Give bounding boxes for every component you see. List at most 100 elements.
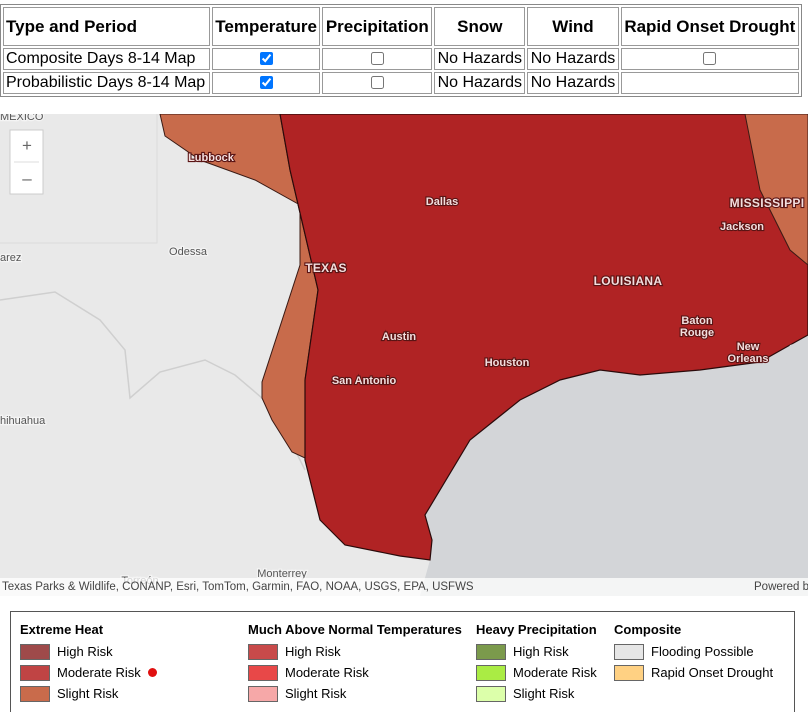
cell xyxy=(620,72,799,94)
legend-label: Flooding Possible xyxy=(651,644,754,659)
moderate-risk-area xyxy=(279,114,808,561)
header-row: Type and Period Temperature Precipitation S… xyxy=(3,7,799,46)
legend-item: Slight Risk xyxy=(248,683,462,704)
indicator-dot xyxy=(147,668,157,677)
map-label: TEXAS xyxy=(305,261,347,275)
legend-label: Moderate Risk xyxy=(285,665,369,680)
legend-item: High Risk xyxy=(248,641,462,662)
legend-swatch xyxy=(20,643,50,660)
legend-label: High Risk xyxy=(513,644,569,659)
cell: Composite Days 8-14 Map xyxy=(3,48,210,70)
cell xyxy=(211,48,321,70)
cell: No Hazards xyxy=(434,48,526,70)
table-row: Probabilistic Days 8-14 Map No Hazards No … xyxy=(3,72,799,94)
map-label: Rouge xyxy=(680,327,714,339)
map-label: Monterrey xyxy=(257,568,307,580)
checkbox[interactable] xyxy=(259,76,273,90)
zoom-out[interactable]: – xyxy=(22,169,32,188)
cell xyxy=(322,48,433,70)
map-label: Austin xyxy=(382,331,417,343)
cell xyxy=(620,48,799,70)
map-label: arez xyxy=(0,252,21,264)
column-header: Wind xyxy=(527,7,619,46)
lake xyxy=(786,340,808,395)
legend-title: Much Above Normal Temperatures xyxy=(248,622,462,637)
legend-swatch xyxy=(20,685,50,702)
map: + – MEXICO Lubbock Dallas MISSISSIPPI Ja… xyxy=(0,114,808,596)
legend-label: Slight Risk xyxy=(57,686,119,701)
map-label: Houston xyxy=(485,357,530,369)
legend-item: Rapid Onset Drought xyxy=(614,662,773,683)
legend-label: Moderate Risk xyxy=(57,665,141,680)
legend-title: Heavy Precipitation xyxy=(476,622,597,637)
powered-by[interactable]: Powered b xyxy=(754,581,808,593)
legend-title: Composite xyxy=(614,622,682,637)
column-header: Type and Period xyxy=(3,7,210,46)
cell: No Hazards xyxy=(527,48,619,70)
cell: No Hazards xyxy=(434,72,526,94)
cell xyxy=(322,72,433,94)
column-header: Precipitation xyxy=(322,7,433,46)
legend-label: High Risk xyxy=(57,644,113,659)
map-label: Orleans xyxy=(728,353,769,365)
legend-label: Moderate Risk xyxy=(513,665,597,680)
legend-swatch xyxy=(476,643,506,660)
legend-swatch xyxy=(248,643,278,660)
map-label: Baton xyxy=(681,315,712,327)
legend: Extreme Heat High Risk Moderate Risk Slight… xyxy=(10,611,795,712)
map-label: hihuahua xyxy=(0,415,46,427)
cell: Probabilistic Days 8-14 Map xyxy=(3,72,210,94)
attribution: Texas Parks & Wildlife, CONANP, Esri, To… xyxy=(2,581,474,593)
legend-swatch xyxy=(20,664,50,681)
legend-swatch xyxy=(476,664,506,681)
legend-group: Extreme Heat High Risk Moderate Risk Slight… xyxy=(20,622,157,704)
legend-item: Moderate Risk xyxy=(476,662,597,683)
legend-group: Composite Flooding Possible Rapid Onset Dr… xyxy=(614,622,773,683)
legend-item: Slight Risk xyxy=(476,683,597,704)
legend-item: Moderate Risk xyxy=(20,662,157,683)
checkbox[interactable] xyxy=(703,52,717,66)
map-label: MEXICO xyxy=(0,114,44,123)
legend-item: High Risk xyxy=(476,641,597,662)
legend-label: High Risk xyxy=(285,644,341,659)
legend-swatch xyxy=(476,685,506,702)
legend-swatch xyxy=(614,643,644,660)
legend-item: Moderate Risk xyxy=(248,662,462,683)
map-label: San Antonio xyxy=(332,375,397,387)
column-header: Snow xyxy=(434,7,526,46)
legend-swatch xyxy=(614,664,644,681)
cell: No Hazards xyxy=(527,72,619,94)
checkbox[interactable] xyxy=(370,52,384,66)
checkbox[interactable] xyxy=(370,76,384,90)
legend-item: Slight Risk xyxy=(20,683,157,704)
region-line xyxy=(0,114,158,244)
map-label: Jackson xyxy=(720,221,764,233)
column-header: Temperature xyxy=(211,7,321,46)
legend-item: Flooding Possible xyxy=(614,641,773,662)
table-row: Composite Days 8-14 Map No Hazards No Haza… xyxy=(3,48,799,70)
attribution-bar xyxy=(0,578,808,596)
legend-label: Slight Risk xyxy=(285,686,347,701)
map-label: Odessa xyxy=(169,246,208,258)
map-label: LOUISIANA xyxy=(594,274,663,288)
gulf-water xyxy=(420,335,808,596)
map-label: Dallas xyxy=(426,196,458,208)
column-header: Rapid Onset Drought xyxy=(620,7,799,46)
legend-group: Much Above Normal Temperatures High Risk M… xyxy=(248,622,462,704)
legend-label: Slight Risk xyxy=(513,686,575,701)
slight-risk-area xyxy=(744,114,808,266)
legend-title: Extreme Heat xyxy=(20,622,104,637)
legend-group: Heavy Precipitation High Risk Moderate Ris… xyxy=(476,622,597,704)
map-label: MISSISSIPPI xyxy=(730,196,805,210)
legend-swatch xyxy=(248,685,278,702)
cell xyxy=(211,72,321,94)
legend-swatch xyxy=(248,664,278,681)
checkbox[interactable] xyxy=(259,52,273,66)
zoom-in[interactable]: + xyxy=(22,136,32,155)
map-label: New xyxy=(737,341,760,353)
legend-label: Rapid Onset Drought xyxy=(651,665,774,680)
map-label: Lubbock xyxy=(188,152,235,164)
hazard-table: Type and Period Temperature Precipitation S… xyxy=(0,4,802,97)
legend-item: High Risk xyxy=(20,641,157,662)
